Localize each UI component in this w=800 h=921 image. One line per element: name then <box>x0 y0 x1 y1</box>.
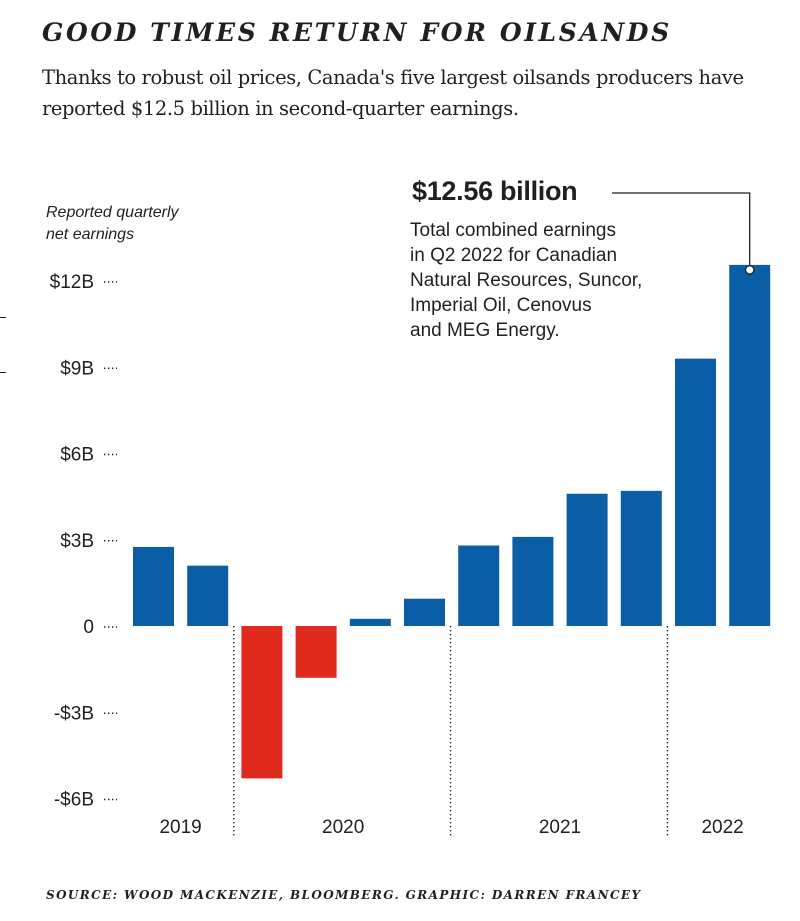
annotation-text: Total combined earnings in Q2 2022 for C… <box>410 218 700 343</box>
y-tick-label: $6B <box>60 445 94 466</box>
bar <box>729 264 771 626</box>
leader-line <box>612 192 751 265</box>
y-tick-label: 0 <box>83 617 94 638</box>
bar <box>512 536 554 626</box>
y-axis-label-line: Reported quarterly <box>46 204 179 221</box>
bar <box>295 626 337 678</box>
bar <box>349 618 391 626</box>
chart-subtitle: Thanks to robust oil prices, Canada's fi… <box>42 66 744 120</box>
chart-title: GOOD TIMES RETURN FOR OILSANDS <box>42 18 672 47</box>
annotation-line: Imperial Oil, Cenovus <box>410 295 592 316</box>
bar <box>458 545 500 626</box>
bar <box>133 546 174 626</box>
x-year-label: 2020 <box>322 817 364 838</box>
year-dividers <box>233 626 669 838</box>
bar <box>566 493 608 626</box>
x-year-label: 2022 <box>701 817 743 838</box>
y-tick-label: $9B <box>60 358 94 379</box>
edge-mark <box>0 372 6 373</box>
x-year-label: 2019 <box>159 817 201 838</box>
annotation-line: in Q2 2022 for Canadian <box>410 245 618 266</box>
x-axis-year-labels: 2019 2020 2021 2022 <box>159 817 743 838</box>
y-tick-label: $3B <box>60 531 94 552</box>
annotation-line: Total combined earnings <box>410 220 616 241</box>
y-axis-label-line: net earnings <box>46 226 135 243</box>
bar <box>241 626 283 779</box>
y-axis-label: Reported quarterly net earnings <box>46 202 179 246</box>
y-tick-label: -$3B <box>54 703 94 724</box>
bar-chart: $12B $9B $6B $3B 0 -$3B -$6B 2019 2020 2021 2022 <box>50 192 771 838</box>
annotation-line: Natural Resources, Suncor, <box>410 270 643 291</box>
source-credit: SOURCE: WOOD MACKENZIE, BLOOMBERG. GRAPH… <box>46 888 642 902</box>
x-year-label: 2021 <box>539 817 581 838</box>
y-axis: $12B $9B $6B $3B 0 -$3B -$6B <box>50 272 117 811</box>
annotation-callout <box>612 192 755 275</box>
bar <box>187 565 229 626</box>
annotation-value: $12.56 billion <box>412 176 578 206</box>
y-tick-label: $12B <box>50 272 94 293</box>
y-tick-label: -$6B <box>54 790 94 811</box>
bar <box>404 598 445 626</box>
annotation-line: and MEG Energy. <box>410 320 560 341</box>
edge-mark <box>0 317 6 318</box>
bars <box>133 264 771 779</box>
bar <box>675 358 716 626</box>
leader-marker <box>744 265 755 275</box>
bar <box>620 490 662 626</box>
